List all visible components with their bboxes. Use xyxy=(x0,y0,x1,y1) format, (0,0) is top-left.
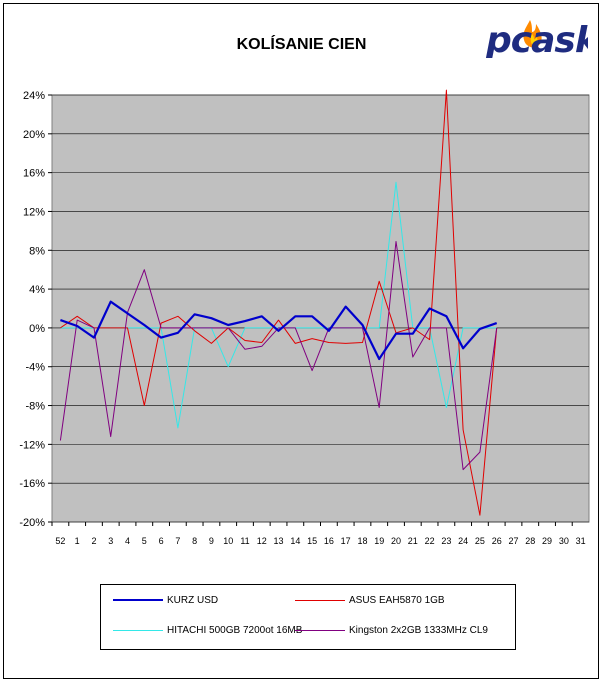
chart-title: KOLÍSANIE CIEN xyxy=(236,36,367,53)
y-tick-label: -8% xyxy=(25,401,45,413)
x-tick-label: 9 xyxy=(209,536,214,546)
legend: KURZ USD ASUS EAH5870 1GB HITACHI 500GB … xyxy=(100,584,516,650)
plot-area xyxy=(51,94,590,523)
x-tick-label: 52 xyxy=(55,536,65,546)
x-tick-label: 10 xyxy=(223,536,233,546)
x-tick-label: 6 xyxy=(159,536,164,546)
series-line-kingston-2x2gb-1333mhz-cl9 xyxy=(59,241,498,471)
series-lines xyxy=(59,89,498,516)
x-tick-label: 1 xyxy=(75,536,80,546)
svg-text:pcask: pcask xyxy=(485,20,588,58)
x-tick-label: 21 xyxy=(408,536,418,546)
legend-entry-asus: ASUS EAH5870 1GB xyxy=(295,595,445,606)
legend-swatch-kurz-usd xyxy=(113,599,163,602)
x-tick-label: 15 xyxy=(307,536,317,546)
x-tick-label: 27 xyxy=(508,536,518,546)
x-tick-label: 19 xyxy=(374,536,384,546)
y-tick-label: -4% xyxy=(25,362,45,374)
x-tick-label: 16 xyxy=(324,536,334,546)
y-tick-label: 20% xyxy=(23,129,45,141)
pcask-logo: pcask xyxy=(485,20,588,58)
legend-swatch-asus xyxy=(295,599,345,601)
y-tick-label: 16% xyxy=(23,168,45,180)
x-tick-label: 31 xyxy=(576,536,586,546)
x-tick-label: 14 xyxy=(290,536,300,546)
x-tick-label: 11 xyxy=(240,536,249,546)
x-tick-label: 30 xyxy=(559,536,569,546)
x-tick-label: 4 xyxy=(125,536,130,546)
y-tick-label: -16% xyxy=(19,478,45,490)
x-tick-label: 25 xyxy=(475,536,485,546)
gridlines xyxy=(52,94,589,523)
x-tick-label: 17 xyxy=(341,536,351,546)
x-tick-label: 26 xyxy=(492,536,502,546)
series-line-asus-eah5870-1gb xyxy=(60,89,498,516)
legend-label-hitachi: HITACHI 500GB 7200ot 16MB xyxy=(167,625,303,636)
y-tick-label: 4% xyxy=(29,284,45,296)
series-line-kurz-usd xyxy=(60,300,498,361)
x-tick-label: 24 xyxy=(458,536,468,546)
x-tick-label: 23 xyxy=(441,536,451,546)
x-tick-label: 29 xyxy=(542,536,552,546)
x-tick-label: 20 xyxy=(391,536,401,546)
y-tick-label: -20% xyxy=(19,517,45,529)
x-tick-label: 12 xyxy=(257,536,267,546)
x-tick-label: 3 xyxy=(108,536,113,546)
x-tick-label: 18 xyxy=(357,536,367,546)
legend-swatch-kingston xyxy=(295,629,345,631)
legend-label-asus: ASUS EAH5870 1GB xyxy=(349,595,445,606)
x-tick-label: 28 xyxy=(525,536,535,546)
x-tick-label: 7 xyxy=(175,536,180,546)
legend-entry-kingston: Kingston 2x2GB 1333MHz CL9 xyxy=(295,625,488,636)
y-tick-label: 12% xyxy=(23,206,45,218)
y-tick-label: 8% xyxy=(29,245,45,257)
legend-label-kurz-usd: KURZ USD xyxy=(167,595,219,606)
y-tick-label: 24% xyxy=(23,90,45,102)
legend-label-kingston: Kingston 2x2GB 1333MHz CL9 xyxy=(349,625,488,636)
x-tick-label: 2 xyxy=(91,536,96,546)
y-axis-ticks: 24% 20% 16% 12% 8% 4% 0% -4% -8% -12% -16% -20% xyxy=(19,90,52,529)
x-axis-ticks: 52 1 2 3 4 5 6 7 8 9 10 11 12 13 14 15 16 17 18 19 20 21 22 23 2… xyxy=(51,522,586,546)
legend-entry-hitachi: HITACHI 500GB 7200ot 16MB xyxy=(113,625,302,636)
y-tick-label: -12% xyxy=(19,439,45,451)
y-tick-label: 0% xyxy=(29,323,45,335)
x-tick-label: 22 xyxy=(425,536,435,546)
legend-swatch-hitachi xyxy=(113,629,163,631)
legend-entry-kurz-usd: KURZ USD xyxy=(113,595,218,606)
x-tick-label: 5 xyxy=(142,536,147,546)
x-tick-label: 8 xyxy=(192,536,197,546)
x-tick-label: 13 xyxy=(274,536,284,546)
